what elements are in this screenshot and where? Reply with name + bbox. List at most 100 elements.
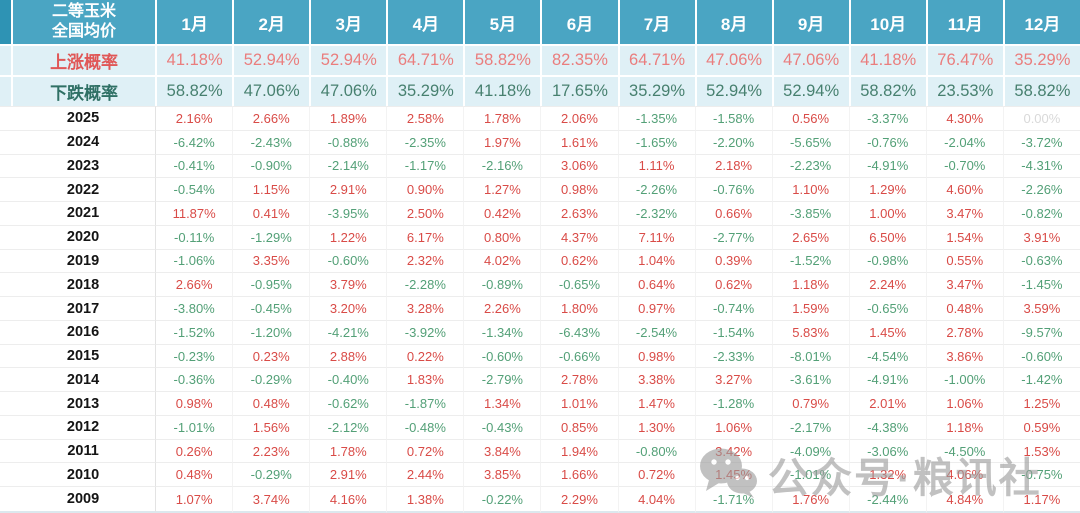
value-cell-m2: -0.90% [232,153,310,178]
value-cell-m9: 0.56% [771,106,849,130]
value-cell-m7: 0.97% [617,296,695,320]
value-cell-m10: 1.00% [848,201,926,225]
value-cell-m1: 0.26% [155,438,233,463]
value-cell-m5: 1.97% [463,129,541,154]
value-cell-m2: -0.29% [232,367,310,392]
value-cell-m8: 1.45% [694,462,772,487]
value-cell-m5: -0.89% [463,272,541,297]
value-cell-m8: -0.74% [694,296,772,320]
value-cell-m6: 0.98% [540,177,618,202]
probability-row-label: 下跌概率 [11,75,156,106]
row-sliver-cell [0,106,11,130]
month-header-9: 9月 [771,0,849,44]
probability-cell-m8: 47.06% [694,44,772,75]
value-cell-m1: 11.87% [155,201,233,225]
year-label: 2016 [11,319,156,344]
value-cell-m11: 4.30% [925,106,1003,130]
value-cell-m9: 1.10% [771,177,849,202]
value-cell-m1: -0.41% [155,153,233,178]
value-cell-m6: -0.65% [540,272,618,297]
value-cell-m8: -1.28% [694,391,772,415]
value-cell-m5: -2.16% [463,153,541,178]
month-header-8: 8月 [694,0,772,44]
value-cell-m4: 0.72% [386,438,464,463]
value-cell-m5: 1.34% [463,391,541,415]
value-cell-m7: 1.11% [617,153,695,178]
year-row-2021: 2021 11.87% 0.41% -3.95% 2.50% 0.42% 2.63% -2.3… [0,201,1080,225]
value-cell-m4: 0.90% [386,177,464,202]
value-cell-m4: 1.83% [386,367,464,392]
value-cell-m11: 3.86% [925,343,1003,368]
value-cell-m7: 0.72% [617,462,695,487]
value-cell-m11: -0.70% [925,153,1003,178]
row-sliver-cell [0,319,11,344]
value-cell-m5: 1.78% [463,106,541,130]
value-cell-m5: 4.02% [463,248,541,273]
value-cell-m2: -2.43% [232,129,310,154]
row-sliver-cell [0,414,11,439]
row-sliver-cell [0,367,11,392]
value-cell-m4: -2.35% [386,129,464,154]
year-row-2012: 2012 -1.01% 1.56% -2.12% -0.48% -0.43% 0.85% 1.… [0,414,1080,439]
value-cell-m12: 0.59% [1002,414,1080,439]
value-cell-m2: -0.45% [232,296,310,320]
value-cell-m10: -2.44% [848,486,926,513]
value-cell-m2: 1.56% [232,414,310,439]
value-cell-m8: 2.18% [694,153,772,178]
value-cell-m9: -2.23% [771,153,849,178]
value-cell-m7: 0.64% [617,272,695,297]
row-sliver-cell [0,75,11,106]
value-cell-m11: 4.06% [925,462,1003,487]
value-cell-m4: 2.58% [386,106,464,130]
value-cell-m3: -0.88% [309,129,387,154]
year-label: 2011 [11,438,156,463]
year-label: 2009 [11,486,156,513]
value-cell-m4: -3.92% [386,319,464,344]
value-cell-m10: 1.45% [848,319,926,344]
probability-cell-m12: 58.82% [1002,75,1080,106]
value-cell-m8: -1.54% [694,319,772,344]
value-cell-m9: -1.01% [771,462,849,487]
value-cell-m3: -0.60% [309,248,387,273]
value-cell-m3: 1.89% [309,106,387,130]
row-sliver-cell [0,296,11,320]
value-cell-m2: 2.66% [232,106,310,130]
value-cell-m10: -0.98% [848,248,926,273]
value-cell-m4: 0.22% [386,343,464,368]
value-cell-m11: 4.60% [925,177,1003,202]
value-cell-m5: 2.26% [463,296,541,320]
value-cell-m4: -2.28% [386,272,464,297]
row-sliver-cell [0,391,11,415]
year-row-2015: 2015 -0.23% 0.23% 2.88% 0.22% -0.60% -0.66% 0.9… [0,343,1080,368]
value-cell-m10: -4.91% [848,367,926,392]
corner-title-line1: 二等玉米 [52,3,117,20]
value-cell-m1: -0.54% [155,177,233,202]
value-cell-m11: 1.18% [925,414,1003,439]
value-cell-m11: 0.48% [925,296,1003,320]
value-cell-m5: -1.34% [463,319,541,344]
value-cell-m1: 1.07% [155,486,233,513]
value-cell-m4: 6.17% [386,224,464,249]
year-row-2010: 2010 0.48% -0.29% 2.91% 2.44% 3.85% 1.66% 0.72%… [0,462,1080,487]
header-row: 二等玉米 全国均价 1月 2月 3月 4月 5月 6月 7月 8月 9月 10月 11月 12月 [0,0,1080,44]
value-cell-m5: 3.85% [463,462,541,487]
value-cell-m6: 2.78% [540,367,618,392]
year-label: 2012 [11,414,156,439]
value-cell-m1: -1.52% [155,319,233,344]
value-cell-m11: 3.47% [925,201,1003,225]
value-cell-m1: 0.48% [155,462,233,487]
year-label: 2017 [11,296,156,320]
value-cell-m8: 1.06% [694,414,772,439]
value-cell-m6: 0.85% [540,414,618,439]
value-cell-m1: -1.06% [155,248,233,273]
value-cell-m12: -0.75% [1002,462,1080,487]
value-cell-m3: 2.91% [309,177,387,202]
value-cell-m3: 3.20% [309,296,387,320]
value-cell-m3: 2.88% [309,343,387,368]
value-cell-m9: -4.09% [771,438,849,463]
value-cell-m8: 0.66% [694,201,772,225]
value-cell-m12: -3.72% [1002,129,1080,154]
value-cell-m7: 1.30% [617,414,695,439]
value-cell-m4: 2.44% [386,462,464,487]
